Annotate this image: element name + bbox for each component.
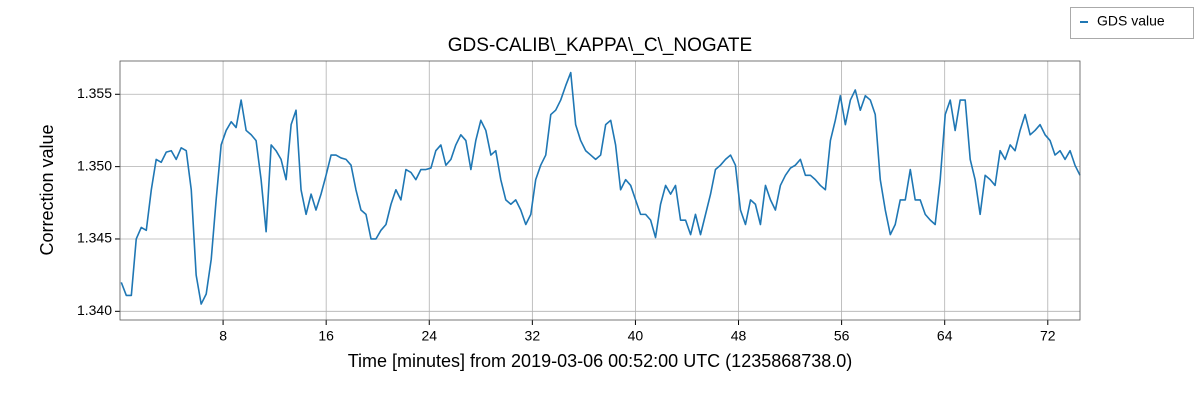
x-axis-label: Time [minutes] from 2019-03-06 00:52:00 … xyxy=(348,351,853,371)
x-tick-label: 48 xyxy=(731,328,747,344)
y-tick-label: 1.345 xyxy=(77,230,112,246)
x-tick-label: 8 xyxy=(219,328,227,344)
y-tick-label: 1.340 xyxy=(77,302,112,318)
chart-title: GDS-CALIB\_KAPPA\_C\_NOGATE xyxy=(448,35,752,56)
x-tick-label: 40 xyxy=(628,328,644,344)
y-tick-label: 1.355 xyxy=(77,85,112,101)
y-tick-label: 1.350 xyxy=(77,157,112,173)
x-tick-label: 24 xyxy=(421,328,437,344)
plot-frame xyxy=(119,60,1081,321)
x-tick-label: 72 xyxy=(1040,328,1056,344)
y-axis-label: Correction value xyxy=(37,124,57,255)
x-tick-label: 56 xyxy=(834,328,850,344)
legend xyxy=(1070,7,1194,39)
legend-label: GDS value xyxy=(1097,13,1165,29)
x-tick-label: 16 xyxy=(318,328,334,344)
x-tick-label: 32 xyxy=(525,328,541,344)
x-tick-label: 64 xyxy=(937,328,953,344)
data-line xyxy=(120,71,1081,305)
plot-area xyxy=(120,61,1080,320)
